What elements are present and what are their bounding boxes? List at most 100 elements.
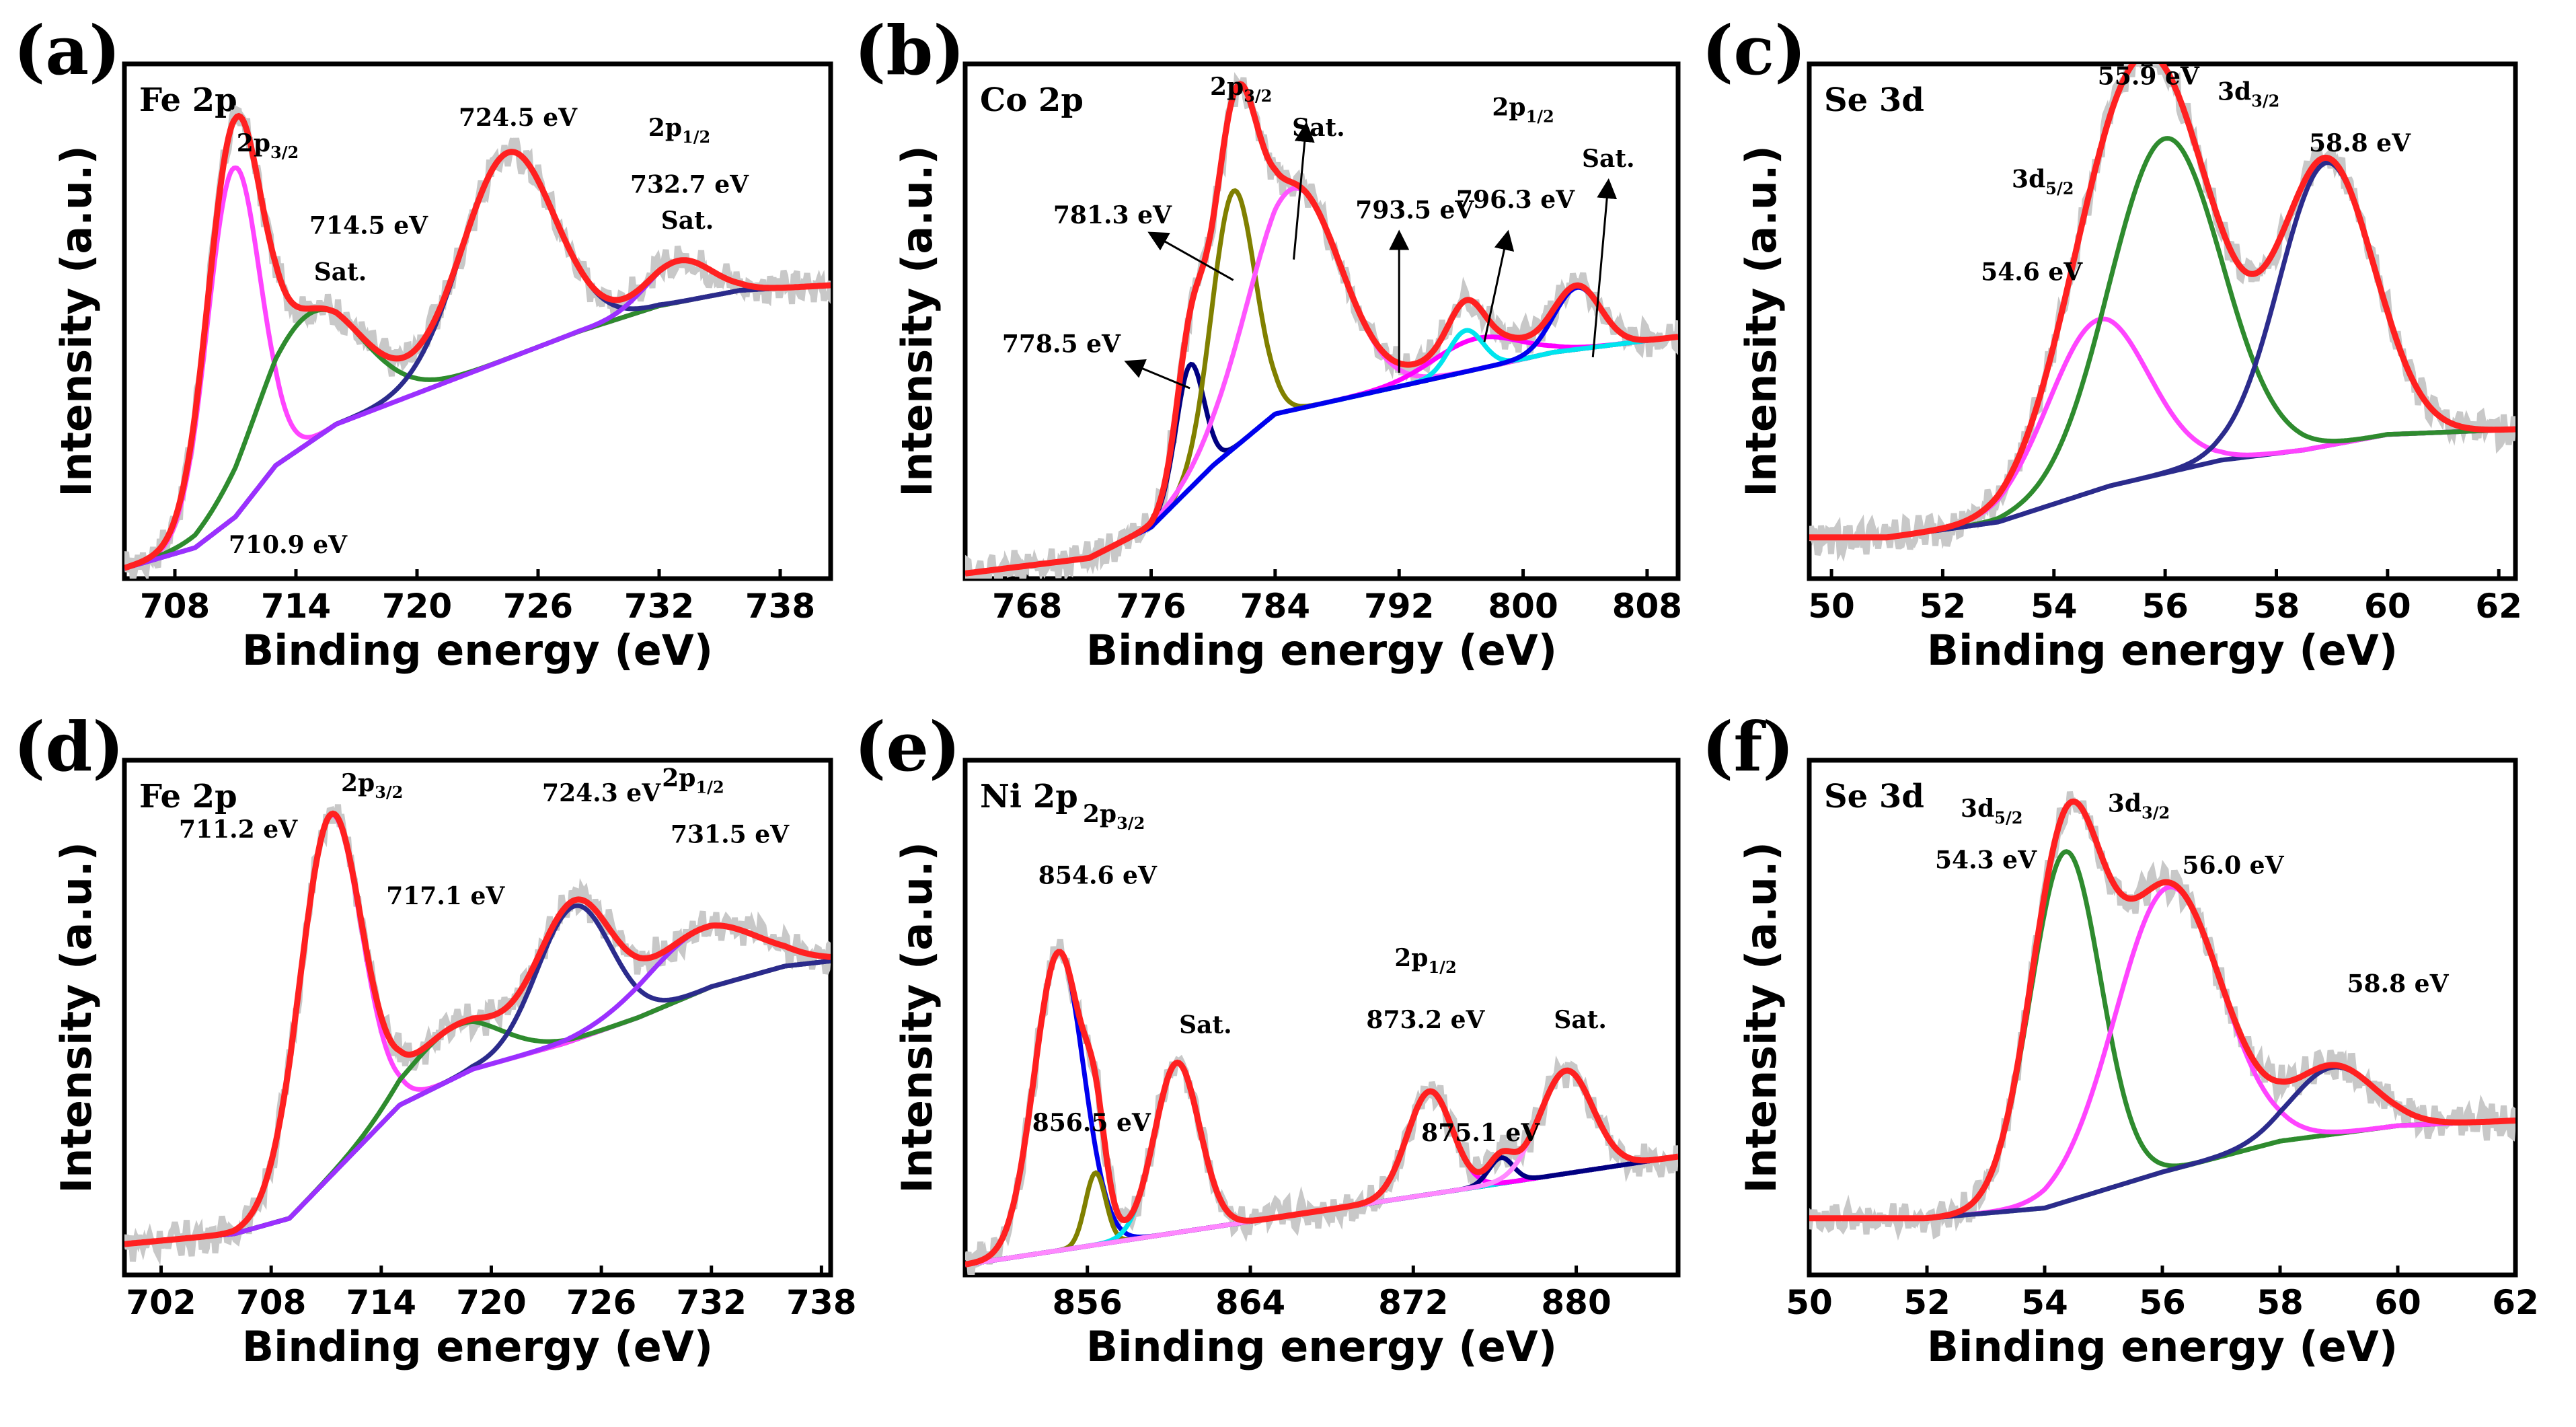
panel-title: Se 3d <box>1824 81 1924 119</box>
x-tick-label: 768 <box>992 587 1062 626</box>
peak-annotation: 875.1 eV <box>1421 1119 1540 1147</box>
x-tick-label: 864 <box>1215 1283 1285 1322</box>
component-peak-line <box>124 283 831 571</box>
x-axis-label: Binding energy (eV) <box>1086 1322 1557 1371</box>
y-axis-label: Intensity (a.u.) <box>893 842 942 1194</box>
panel-a: (a) Fe 2p 708 714 720 726 732 738 Binding energy… <box>13 11 833 675</box>
peak-annotation: 731.5 eV <box>671 820 790 848</box>
y-axis-label: Intensity (a.u.) <box>893 145 942 497</box>
peak-annotation: 58.8 eV <box>2309 129 2411 157</box>
component-peak-line <box>965 334 1678 576</box>
x-tick-label: 58 <box>2253 587 2300 626</box>
peak-annotation: 710.9 eV <box>229 531 348 559</box>
component-peak-line <box>124 903 831 1247</box>
annotation-arrow <box>1591 178 1618 358</box>
fit-envelope-line <box>124 112 831 571</box>
peak-annotation: 2p1/2 <box>1492 94 1554 126</box>
component-peak-line <box>1809 884 2515 1221</box>
component-peak-line <box>965 186 1678 576</box>
component-peak-line <box>124 812 831 1247</box>
panel-title: Fe 2p <box>139 81 237 119</box>
peak-annotation: Sat. <box>1292 114 1345 142</box>
x-tick-label: 714 <box>346 1283 416 1322</box>
x-axis-label: Binding energy (eV) <box>1927 1322 2398 1371</box>
peak-annotation: 714.5 eV <box>309 211 428 240</box>
component-peak-line <box>1809 136 2515 540</box>
x-tick-label: 50 <box>1786 1283 1833 1322</box>
x-tick-label: 702 <box>126 1283 196 1322</box>
component-peak-line <box>1809 316 2515 540</box>
x-tick-label: 726 <box>566 1283 636 1322</box>
background-line <box>124 958 831 1247</box>
x-tick-label: 52 <box>1920 587 1967 626</box>
peak-annotation: 54.3 eV <box>1935 846 2037 875</box>
x-tick-label: 800 <box>1488 587 1558 626</box>
peak-annotation: 2p1/2 <box>662 764 724 797</box>
x-axis-label: Binding energy (eV) <box>242 626 713 675</box>
panel-title: Ni 2p <box>980 778 1078 815</box>
panel-label: (d) <box>13 707 124 786</box>
x-tick-label: 52 <box>1903 1283 1950 1322</box>
panel-title: Co 2p <box>980 81 1084 119</box>
x-axis-label: Binding energy (eV) <box>1086 626 1557 675</box>
x-tick-label: 54 <box>2021 1283 2068 1322</box>
peak-annotation: 724.5 eV <box>459 104 578 132</box>
raw-data-line <box>1809 64 2515 562</box>
peak-annotation: 3d5/2 <box>2012 166 2074 198</box>
plot-area <box>965 939 1678 1275</box>
y-axis-label: Intensity (a.u.) <box>52 145 101 497</box>
peak-annotation: 873.2 eV <box>1366 1006 1485 1034</box>
panel-c: (c) Se 3d 50 52 54 56 58 60 62 Binding energy (eV… <box>1702 11 2522 675</box>
plot-frame <box>1807 758 2518 1278</box>
plot-area <box>965 72 1678 579</box>
plot-frame <box>122 61 833 581</box>
x-tick-label: 62 <box>2492 1283 2539 1322</box>
peak-annotation: 711.2 eV <box>179 815 298 844</box>
x-tick-label: 714 <box>261 587 331 626</box>
panel-title: Se 3d <box>1824 778 1924 815</box>
peak-annotation: 2p1/2 <box>1394 944 1456 977</box>
x-tick-label: 720 <box>456 1283 526 1322</box>
peak-annotation: 2p3/2 <box>237 129 299 162</box>
plot-frame <box>122 758 833 1278</box>
peak-annotation: 732.7 eV <box>630 170 749 198</box>
component-peak-line <box>124 923 831 1247</box>
panel-label: (b) <box>854 11 965 90</box>
x-tick-label: 784 <box>1240 587 1310 626</box>
peak-annotation: 778.5 eV <box>1002 330 1121 358</box>
x-tick-label: 50 <box>1808 587 1855 626</box>
x-tick-label: 58 <box>2257 1283 2304 1322</box>
panel-label: (c) <box>1702 11 1807 90</box>
raw-data-line <box>124 804 831 1266</box>
component-peak-line <box>965 1068 1678 1268</box>
peak-annotation: 3d3/2 <box>2218 78 2279 111</box>
component-peak-line <box>1809 160 2515 540</box>
panel-f: (f) Se 3d 50 52 54 56 58 60 62 Binding energy (eV… <box>1702 707 2539 1371</box>
peak-annotation: 854.6 eV <box>1038 862 1158 890</box>
x-tick-label: 776 <box>1116 587 1186 626</box>
peak-annotation: 856.5 eV <box>1032 1109 1151 1137</box>
x-tick-label: 738 <box>786 1283 856 1322</box>
x-tick-label: 872 <box>1378 1283 1448 1322</box>
y-axis-label: Intensity (a.u.) <box>1737 145 1786 497</box>
x-tick-label: 726 <box>503 587 573 626</box>
panel-label: (a) <box>13 11 120 90</box>
component-peak-line <box>965 328 1678 576</box>
panel-label: (e) <box>854 707 960 786</box>
raw-data-line <box>1809 791 2515 1241</box>
x-tick-label: 792 <box>1364 587 1434 626</box>
fit-envelope-line <box>124 810 831 1247</box>
x-tick-label: 738 <box>745 587 815 626</box>
x-tick-label: 56 <box>2142 587 2189 626</box>
plot-area <box>1809 64 2515 562</box>
component-peak-line <box>124 958 831 1247</box>
x-tick-label: 880 <box>1541 1283 1611 1322</box>
peak-annotation: Sat. <box>1582 145 1635 173</box>
panel-label: (f) <box>1702 707 1794 786</box>
x-tick-label: 60 <box>2374 1283 2421 1322</box>
peak-annotation: 2p3/2 <box>1210 73 1272 106</box>
peak-annotation: 796.3 eV <box>1456 186 1575 214</box>
panel-b: (b) Co 2p 768 776 784 792 800 808 Binding energy… <box>854 11 1682 675</box>
plot-frame <box>962 758 1681 1278</box>
